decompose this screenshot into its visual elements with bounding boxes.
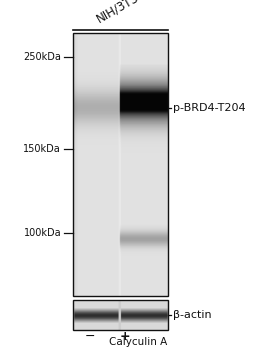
Text: −: − — [84, 330, 95, 343]
Text: NIH/3T3: NIH/3T3 — [94, 0, 141, 25]
Text: +: + — [119, 330, 130, 343]
Text: 150kDa: 150kDa — [23, 144, 61, 154]
Text: p-BRD4-T204: p-BRD4-T204 — [172, 103, 244, 113]
Text: β-actin: β-actin — [172, 310, 210, 320]
Text: Calyculin A: Calyculin A — [108, 337, 166, 347]
Bar — [72, 33, 168, 296]
Text: 100kDa: 100kDa — [23, 228, 61, 238]
Bar — [72, 300, 168, 330]
Text: 250kDa: 250kDa — [23, 52, 61, 62]
